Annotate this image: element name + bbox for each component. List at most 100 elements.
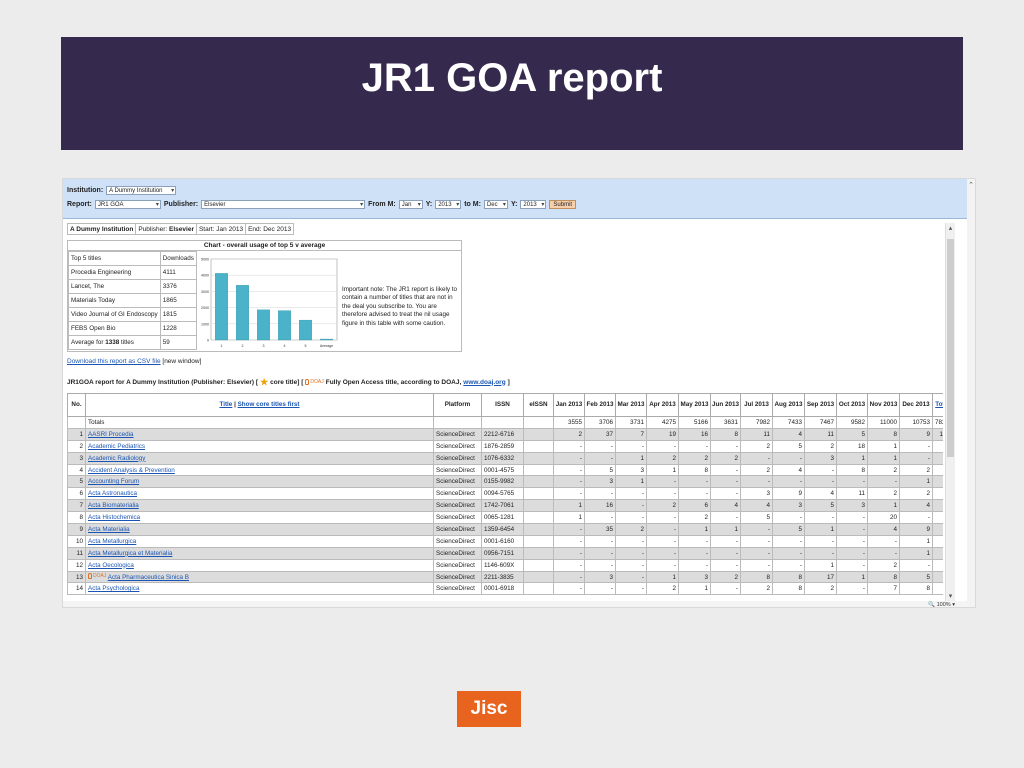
cell-total: 56: [932, 570, 943, 584]
to-month-select[interactable]: Dec: [483, 200, 508, 209]
cell-month: 11: [804, 427, 837, 441]
cell-month: -: [615, 487, 647, 501]
bar: [299, 319, 312, 341]
cell-month: -: [646, 523, 679, 536]
table-row: 6 Acta Astronautica ScienceDirect 0094-5765…: [67, 487, 943, 501]
title-link[interactable]: Acta Pharmaceutica Sinica B: [107, 574, 189, 582]
report-select[interactable]: JR1 GOA: [94, 200, 161, 209]
cell-month: 8: [867, 570, 900, 584]
sort-total-link[interactable]: Total: [935, 401, 943, 408]
title-link[interactable]: Acta Materialia: [88, 525, 130, 533]
scroll-down-arrow-icon[interactable]: ▾: [948, 593, 953, 600]
cell-month: 1: [867, 499, 900, 513]
col-issn: ISSN: [481, 393, 524, 417]
cell-month: -: [615, 439, 647, 453]
cell-month: -: [740, 546, 773, 560]
scroll-thumb[interactable]: [947, 239, 954, 457]
cell-platform: ScienceDirect: [433, 463, 482, 477]
title-link[interactable]: Accident Analysis & Prevention: [88, 466, 175, 474]
table-row: 4 Accident Analysis & Prevention ScienceDi…: [67, 463, 943, 477]
title-link[interactable]: Acta Psychologica: [88, 585, 140, 593]
cell-month: 4: [867, 523, 900, 536]
new-window-label: [new window]: [162, 358, 202, 365]
title-link[interactable]: Acta Astronautica: [88, 490, 138, 498]
title-link[interactable]: Acta Biomaterialia: [88, 502, 139, 510]
cell-month: 2: [867, 463, 900, 477]
cell-month: 4: [772, 427, 805, 441]
table-row: 3 Academic Radiology ScienceDirect 1076-633…: [67, 451, 943, 465]
cell-month: 3: [740, 487, 773, 501]
cell-month: -: [804, 534, 837, 548]
cell-month: -: [584, 487, 616, 501]
cell-issn: 0001-4575: [481, 463, 524, 477]
to-year-select[interactable]: 2013: [520, 200, 547, 209]
cell-eissn: [523, 439, 554, 453]
caption-close: ]: [507, 378, 510, 386]
cell-month: -: [867, 534, 900, 548]
title-link[interactable]: Acta Histochemica: [88, 514, 141, 522]
cell-eissn: [523, 499, 554, 513]
cell-month: 2: [646, 582, 679, 596]
cell-no: 1: [67, 427, 86, 441]
cell-no: 13: [67, 570, 86, 584]
x-tick-label: 4: [284, 344, 286, 348]
show-core-titles-link[interactable]: Show core titles first: [237, 401, 300, 408]
cell-month: 2: [740, 582, 773, 596]
page-scrollbar[interactable]: ⌃: [967, 179, 975, 607]
cell-month: 8: [836, 463, 868, 477]
cell-issn: 1359-6454: [481, 523, 524, 536]
col-month: Oct 2013: [836, 393, 868, 417]
cell-total: 78281: [932, 416, 943, 429]
important-note: Important note: The JR1 report is likely…: [342, 286, 458, 327]
title-link[interactable]: AASRI Procedia: [88, 430, 134, 438]
cell-month: -: [804, 546, 837, 560]
cell-month: 2: [740, 439, 773, 453]
cell-month: 3: [836, 499, 868, 513]
from-month-select[interactable]: Jan: [398, 200, 423, 209]
publisher-select[interactable]: Elsevier: [201, 200, 366, 209]
zoom-dropdown-icon[interactable]: ▾: [952, 602, 955, 608]
cell-month: 18: [836, 439, 868, 453]
scroll-up-arrow-icon[interactable]: ▴: [948, 225, 953, 232]
cell-month: 4275: [646, 416, 679, 429]
top5-downloads: 1815: [159, 307, 197, 322]
bar-chart-svg: 0 1000 2000 3000 4000 5000 1 2 3 4 5 Average: [201, 258, 338, 348]
cell-month: 2: [867, 487, 900, 501]
table-row: 9 Acta Materialia ScienceDirect 1359-6454-3…: [67, 523, 943, 536]
report-caption: JR1GOA report for A Dummy Institution (P…: [67, 378, 510, 387]
cell-month: -: [899, 558, 933, 572]
sort-title-link[interactable]: Title: [219, 401, 233, 408]
zoom-icon[interactable]: 🔍: [928, 602, 936, 608]
submit-button[interactable]: Submit: [549, 200, 577, 209]
cell-issn: 1876-2859: [481, 439, 524, 453]
cell-month: -: [584, 558, 616, 572]
top5-downloads: 4111: [159, 265, 197, 280]
cell-platform: ScienceDirect: [433, 546, 482, 560]
title-link[interactable]: Acta Metallurgica et Materialia: [88, 549, 173, 557]
scroll-up-icon[interactable]: ⌃: [968, 182, 974, 189]
report-scrollbar[interactable]: ▴ ▾: [945, 223, 955, 601]
cell-no: 9: [67, 523, 86, 536]
col-eissn: eISSN: [523, 393, 554, 417]
title-link[interactable]: Acta Metallurgica: [88, 537, 137, 545]
cell-title: Acta Psychologica: [85, 582, 434, 596]
cell-month: -: [553, 487, 585, 501]
institution-select[interactable]: A Dummy Institution: [106, 186, 177, 195]
cell-month: -: [615, 499, 647, 513]
cell-eissn: [523, 558, 554, 572]
doaj-link[interactable]: www.doaj.org: [463, 378, 506, 386]
download-csv-link[interactable]: Download this report as CSV file: [67, 358, 161, 365]
cell-eissn: [523, 451, 554, 465]
cell-month: 8: [772, 570, 805, 584]
from-year-select[interactable]: 2013: [435, 200, 462, 209]
title-link[interactable]: Acta Oecologica: [88, 561, 134, 569]
cell-month: 2: [678, 511, 711, 525]
title-link[interactable]: Accounting Forum: [88, 478, 140, 486]
title-link[interactable]: Academic Radiology: [88, 454, 146, 462]
cell-month: -: [710, 463, 741, 477]
cell-total: 49: [932, 499, 943, 513]
cell-month: -: [553, 439, 585, 453]
zoom-level[interactable]: 100%: [936, 602, 951, 608]
title-link[interactable]: Academic Pediatrics: [88, 442, 146, 450]
cell-month: -: [584, 582, 616, 596]
